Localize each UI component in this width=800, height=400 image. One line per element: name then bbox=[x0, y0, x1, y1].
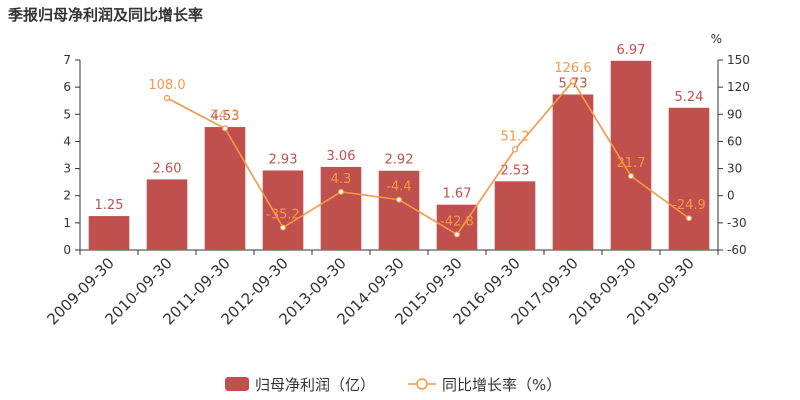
line-data-label: 74.3 bbox=[211, 108, 240, 123]
line-point bbox=[627, 172, 635, 180]
line-data-label: 21.7 bbox=[617, 156, 646, 171]
legend-line-label: 同比增长率（%） bbox=[442, 376, 561, 394]
bar-data-label: 6.97 bbox=[617, 43, 646, 58]
line-point bbox=[337, 188, 345, 195]
y-left-tick-label: 0 bbox=[63, 243, 71, 257]
bar bbox=[262, 170, 304, 250]
bar bbox=[436, 204, 478, 250]
y-right-tick-label: -60 bbox=[727, 243, 747, 257]
y-left-tick-label: 6 bbox=[63, 80, 71, 94]
chart-title: 季报归母净利润及同比增长率 bbox=[8, 6, 204, 24]
y-right-tick-label: 60 bbox=[727, 134, 742, 148]
growth-rate-line bbox=[166, 79, 690, 236]
y-left-tick-label: 5 bbox=[63, 107, 71, 121]
y-right-tick-label: 150 bbox=[727, 53, 750, 67]
line-data-label: -35.2 bbox=[266, 208, 300, 223]
line-data-label: 4.3 bbox=[331, 172, 352, 187]
bar bbox=[204, 127, 246, 250]
line-point bbox=[221, 125, 229, 132]
legend-bar-swatch bbox=[225, 377, 249, 391]
line-point bbox=[395, 196, 403, 203]
y-right-tick-label: 90 bbox=[727, 107, 742, 121]
bar bbox=[552, 94, 594, 250]
line-data-label: 126.6 bbox=[554, 61, 591, 76]
bar-data-label: 2.92 bbox=[385, 153, 414, 168]
y-left-tick-label: 2 bbox=[63, 189, 71, 203]
line-data-label: -24.9 bbox=[672, 198, 706, 213]
line-point bbox=[511, 146, 519, 153]
line-point bbox=[279, 224, 287, 231]
bar-data-label: 1.25 bbox=[95, 198, 124, 213]
bar bbox=[378, 170, 420, 250]
y-right-unit: % bbox=[711, 32, 722, 46]
bar-data-label: 3.06 bbox=[327, 149, 356, 164]
y-right-tick-label: -30 bbox=[727, 216, 747, 230]
bar bbox=[146, 179, 188, 250]
bar-data-label: 2.60 bbox=[153, 161, 182, 176]
bar-data-label: 2.53 bbox=[501, 163, 530, 178]
bar bbox=[668, 107, 710, 251]
line-data-label: -42.8 bbox=[440, 214, 474, 229]
line-data-label: 51.2 bbox=[501, 129, 530, 144]
bar-data-label: 1.67 bbox=[443, 187, 472, 202]
line-data-label: 108.0 bbox=[148, 78, 185, 93]
y-right-tick-label: 30 bbox=[727, 162, 742, 176]
y-left-tick-label: 4 bbox=[63, 134, 71, 148]
legend-bar-label: 归母净利润（亿） bbox=[255, 376, 375, 394]
line-data-label: -4.4 bbox=[386, 180, 411, 195]
line-point bbox=[163, 94, 171, 102]
y-left-tick-label: 3 bbox=[63, 162, 71, 176]
bar-data-label: 2.93 bbox=[269, 152, 298, 167]
y-left-tick-label: 1 bbox=[63, 216, 71, 230]
bar bbox=[320, 166, 362, 250]
y-right-tick-label: 0 bbox=[727, 189, 735, 203]
line-point bbox=[453, 231, 461, 238]
line-point bbox=[685, 215, 693, 222]
bar-data-label: 5.24 bbox=[675, 90, 704, 105]
line-point bbox=[569, 78, 577, 85]
legend-line-marker bbox=[416, 378, 428, 390]
bar-data-label: 4.53 bbox=[211, 109, 240, 124]
bar bbox=[88, 216, 130, 250]
y-left-tick-label: 7 bbox=[63, 53, 71, 67]
bar bbox=[494, 181, 536, 250]
y-right-tick-label: 120 bbox=[727, 80, 750, 94]
